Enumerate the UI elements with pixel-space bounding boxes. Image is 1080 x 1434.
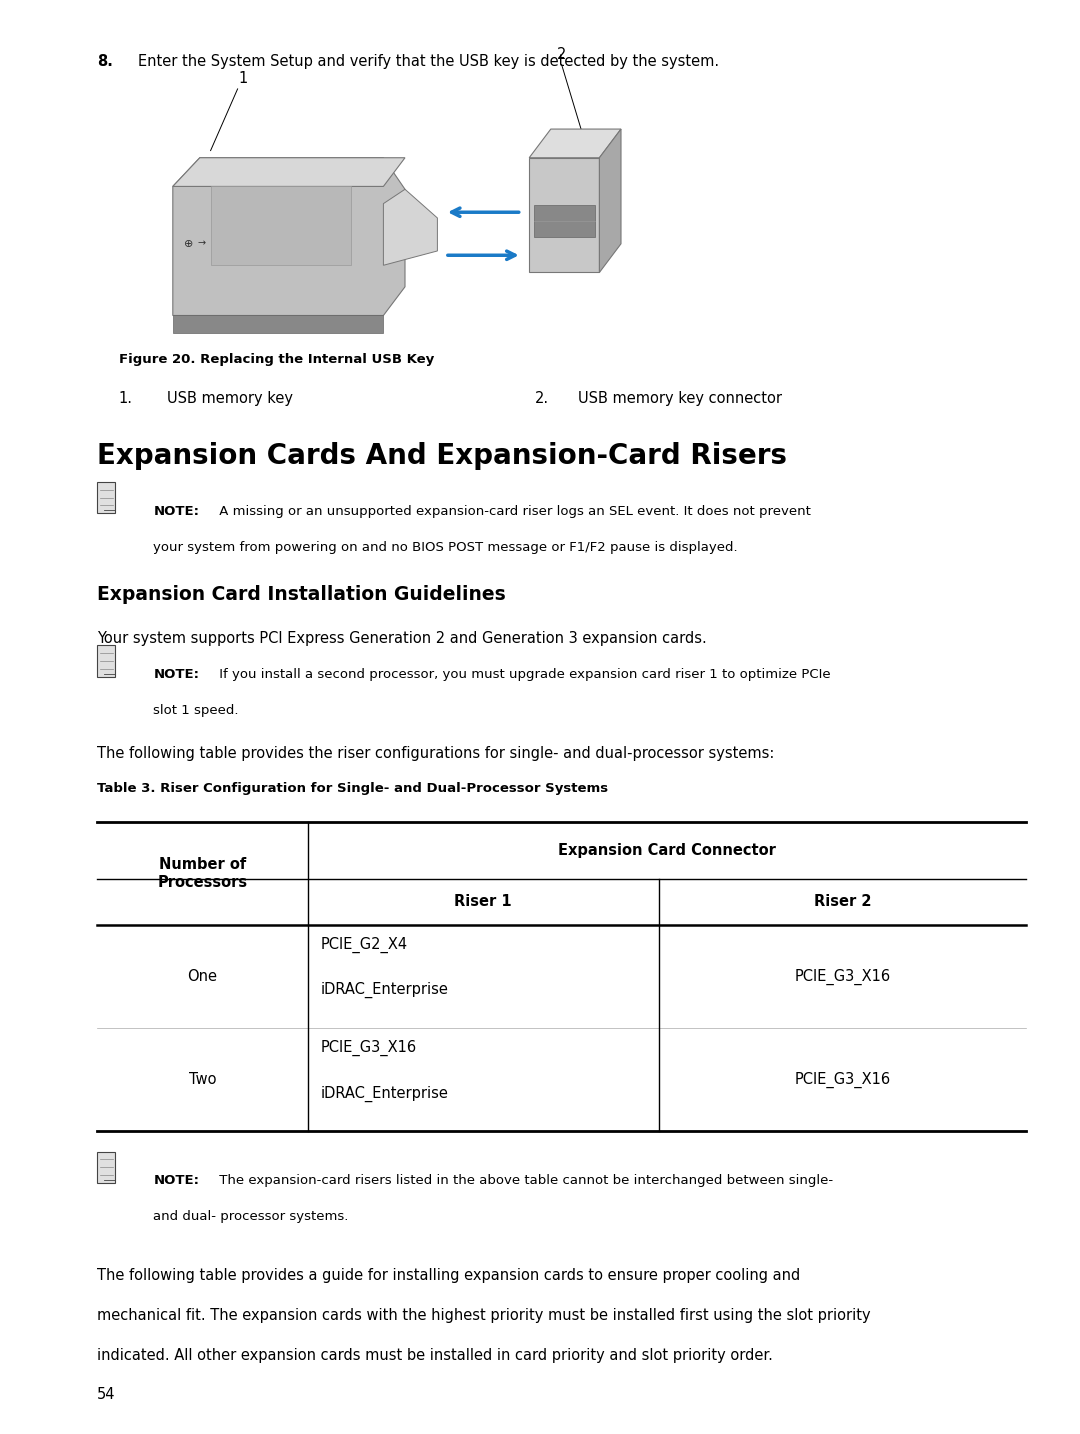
Text: Expansion Card Installation Guidelines: Expansion Card Installation Guidelines xyxy=(97,585,505,604)
Text: Expansion Card Connector: Expansion Card Connector xyxy=(558,843,775,858)
Text: slot 1 speed.: slot 1 speed. xyxy=(153,704,239,717)
Text: Figure 20. Replacing the Internal USB Key: Figure 20. Replacing the Internal USB Ke… xyxy=(119,353,434,366)
Polygon shape xyxy=(599,129,621,272)
Text: Riser 2: Riser 2 xyxy=(813,895,872,909)
Text: Two: Two xyxy=(189,1073,216,1087)
Text: If you install a second processor, you must upgrade expansion card riser 1 to op: If you install a second processor, you m… xyxy=(215,668,831,681)
Bar xyxy=(211,186,351,265)
Text: USB memory key connector: USB memory key connector xyxy=(578,391,782,406)
Polygon shape xyxy=(173,158,405,315)
Text: NOTE:: NOTE: xyxy=(153,505,200,518)
Text: The following table provides a guide for installing expansion cards to ensure pr: The following table provides a guide for… xyxy=(97,1268,800,1282)
Text: Your system supports PCI Express Generation 2 and Generation 3 expansion cards.: Your system supports PCI Express Generat… xyxy=(97,631,707,645)
Text: PCIE_G3_X16: PCIE_G3_X16 xyxy=(321,1040,417,1055)
Text: 2: 2 xyxy=(557,47,566,62)
Bar xyxy=(97,1152,116,1183)
Text: The following table provides the riser configurations for single- and dual-proce: The following table provides the riser c… xyxy=(97,746,774,760)
Text: Riser 1: Riser 1 xyxy=(455,895,512,909)
Text: iDRAC_Enterprise: iDRAC_Enterprise xyxy=(321,982,448,998)
Bar xyxy=(534,205,595,237)
Polygon shape xyxy=(383,189,437,265)
Text: ⊕: ⊕ xyxy=(185,239,193,248)
Text: NOTE:: NOTE: xyxy=(153,1174,200,1187)
Text: PCIE_G2_X4: PCIE_G2_X4 xyxy=(321,936,408,952)
Text: iDRAC_Enterprise: iDRAC_Enterprise xyxy=(321,1086,448,1101)
Text: and dual- processor systems.: and dual- processor systems. xyxy=(153,1210,349,1223)
Bar xyxy=(97,645,116,677)
Text: 1.: 1. xyxy=(119,391,133,406)
Text: mechanical fit. The expansion cards with the highest priority must be installed : mechanical fit. The expansion cards with… xyxy=(97,1308,870,1322)
Text: PCIE_G3_X16: PCIE_G3_X16 xyxy=(794,1071,891,1088)
Bar xyxy=(529,158,599,272)
Text: 1: 1 xyxy=(239,72,247,86)
Text: The expansion-card risers listed in the above table cannot be interchanged betwe: The expansion-card risers listed in the … xyxy=(215,1174,833,1187)
Text: 8.: 8. xyxy=(97,54,113,69)
Text: One: One xyxy=(188,969,217,984)
Text: A missing or an unsupported expansion-card riser logs an SEL event. It does not : A missing or an unsupported expansion-ca… xyxy=(215,505,811,518)
Text: NOTE:: NOTE: xyxy=(153,668,200,681)
Text: Enter the System Setup and verify that the USB key is detected by the system.: Enter the System Setup and verify that t… xyxy=(138,54,719,69)
Text: 54: 54 xyxy=(97,1388,116,1402)
Text: →: → xyxy=(198,239,206,248)
Text: Table 3. Riser Configuration for Single- and Dual-Processor Systems: Table 3. Riser Configuration for Single-… xyxy=(97,782,608,794)
Polygon shape xyxy=(173,158,405,186)
Text: your system from powering on and no BIOS POST message or F1/F2 pause is displaye: your system from powering on and no BIOS… xyxy=(153,541,738,554)
Text: Expansion Cards And Expansion-Card Risers: Expansion Cards And Expansion-Card Riser… xyxy=(97,442,787,470)
Text: USB memory key: USB memory key xyxy=(167,391,294,406)
Text: Number of
Processors: Number of Processors xyxy=(158,858,247,889)
Text: PCIE_G3_X16: PCIE_G3_X16 xyxy=(794,968,891,985)
Bar xyxy=(97,482,116,513)
Polygon shape xyxy=(529,129,621,158)
Text: indicated. All other expansion cards must be installed in card priority and slot: indicated. All other expansion cards mus… xyxy=(97,1348,773,1362)
Polygon shape xyxy=(173,315,383,333)
Text: 2.: 2. xyxy=(535,391,549,406)
